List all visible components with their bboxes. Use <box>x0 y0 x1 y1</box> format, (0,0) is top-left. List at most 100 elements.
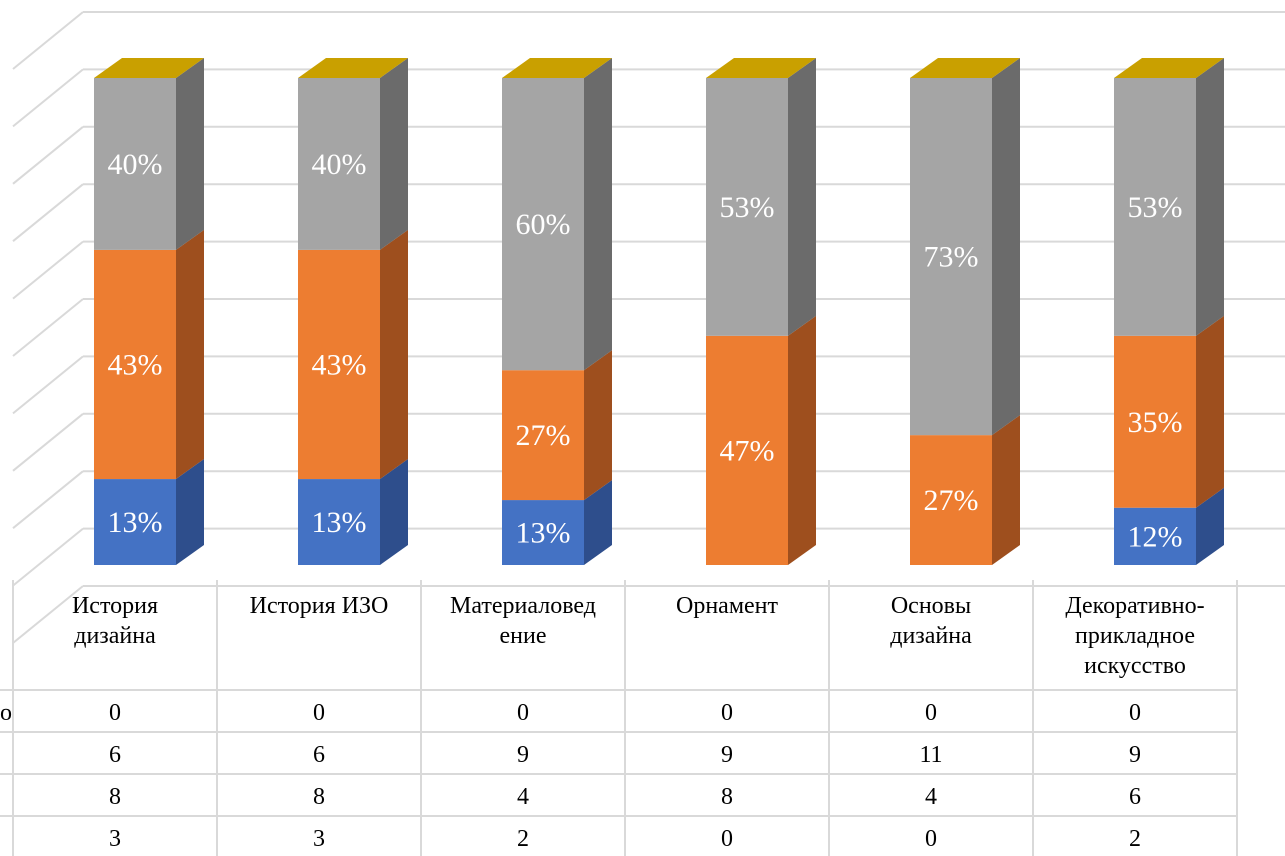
table-cell: 3 <box>109 826 121 852</box>
bar-segment <box>910 435 992 565</box>
bar-top <box>502 58 612 78</box>
table-cell: 0 <box>721 826 733 852</box>
data-label: 13% <box>108 506 163 539</box>
bar-side <box>176 229 204 480</box>
table-cell: 9 <box>517 742 529 768</box>
data-label: 12% <box>1128 520 1183 553</box>
bar-segment <box>1114 78 1196 336</box>
data-labels: 13% 43% 40% 13% 43% 40% 13% 27% 60% 47% 53% 27% 73% 1… <box>108 148 1183 553</box>
bar-top <box>910 58 1020 78</box>
bar-segment <box>94 479 176 565</box>
data-label: 13% <box>312 506 367 539</box>
bar-side <box>176 459 204 565</box>
bar-top <box>94 58 204 78</box>
bar-segment <box>502 78 584 371</box>
table-cell: 9 <box>1129 742 1141 768</box>
bar-side <box>380 229 408 480</box>
gridline-side <box>12 527 84 587</box>
table-cell: 0 <box>109 700 121 726</box>
category-label: История ИЗО <box>250 593 389 619</box>
table-cell: 4 <box>925 784 937 810</box>
gridline-side <box>12 413 84 472</box>
table-stub: о <box>0 700 12 726</box>
bar-segment <box>1114 507 1196 565</box>
gridline-side <box>12 11 84 70</box>
category-label: дизайна <box>74 623 156 649</box>
data-table: История дизайна История ИЗО Материаловед ени… <box>0 580 1238 856</box>
data-label: 27% <box>516 419 571 452</box>
bar-side <box>380 58 408 250</box>
bar-side <box>584 350 612 501</box>
gridlines <box>12 11 1285 644</box>
category-label: дизайна <box>890 623 972 649</box>
table-cell: 0 <box>1129 700 1141 726</box>
data-label: 43% <box>312 348 367 381</box>
bar-top <box>1114 58 1224 78</box>
table-cell: 4 <box>517 784 529 810</box>
table-cell: 0 <box>925 826 937 852</box>
bar-top <box>298 58 408 78</box>
bar-segment <box>706 78 788 336</box>
table-cell: 11 <box>919 742 942 768</box>
bar-segment <box>910 78 992 436</box>
data-label: 40% <box>108 148 163 181</box>
table-cell: 3 <box>313 826 325 852</box>
data-label: 73% <box>924 241 979 274</box>
bar-segment <box>502 370 584 501</box>
bar-side <box>584 58 612 371</box>
bar-segment <box>298 249 380 480</box>
gridline-side <box>12 240 84 300</box>
table-cell: 6 <box>313 742 325 768</box>
data-label: 35% <box>1128 406 1183 439</box>
category-label: История <box>72 593 158 619</box>
gridline-side <box>12 126 84 185</box>
bar-side <box>788 58 816 336</box>
bar-segment <box>94 249 176 480</box>
table-cell: 8 <box>109 784 121 810</box>
table-cell: 2 <box>1129 826 1141 852</box>
category-label: прикладное <box>1075 623 1195 649</box>
data-label: 13% <box>516 517 571 550</box>
table-cell: 6 <box>1129 784 1141 810</box>
bar-segment <box>94 78 176 250</box>
data-label: 53% <box>720 191 775 224</box>
category-label: искусство <box>1084 653 1186 679</box>
bar-side <box>1196 58 1224 336</box>
table-cell: 9 <box>721 742 733 768</box>
bar-segment <box>298 479 380 565</box>
gridline-side <box>12 470 84 529</box>
bar-segment <box>502 500 584 565</box>
bar-segment <box>706 335 788 565</box>
bar-side <box>584 480 612 565</box>
bar-top <box>706 58 816 78</box>
gridline-side <box>12 355 84 415</box>
bar-side <box>176 58 204 250</box>
gridline-side <box>12 298 84 357</box>
bar-side <box>1196 487 1224 565</box>
table-cell: 0 <box>925 700 937 726</box>
bar-segment <box>1114 335 1196 508</box>
bar-side <box>380 459 408 565</box>
gridline-side <box>12 68 84 128</box>
category-label: Материаловед <box>450 593 596 619</box>
bar-side <box>1196 315 1224 508</box>
data-label: 47% <box>720 434 775 467</box>
data-label: 40% <box>312 148 367 181</box>
data-label: 27% <box>924 484 979 517</box>
data-label: 43% <box>108 348 163 381</box>
table-cell: 0 <box>517 700 529 726</box>
bar-series <box>94 58 1224 565</box>
table-cell: 8 <box>721 784 733 810</box>
table-cell: 6 <box>109 742 121 768</box>
gridline-side <box>12 585 84 644</box>
table-cell: 8 <box>313 784 325 810</box>
bar-side <box>788 315 816 565</box>
category-label: Основы <box>891 593 971 619</box>
category-label: Декоративно- <box>1065 593 1204 619</box>
category-label: Орнамент <box>676 593 779 619</box>
bar-side <box>992 58 1020 436</box>
data-label: 60% <box>516 208 571 241</box>
table-cell: 2 <box>517 826 529 852</box>
table-cell: 0 <box>721 700 733 726</box>
